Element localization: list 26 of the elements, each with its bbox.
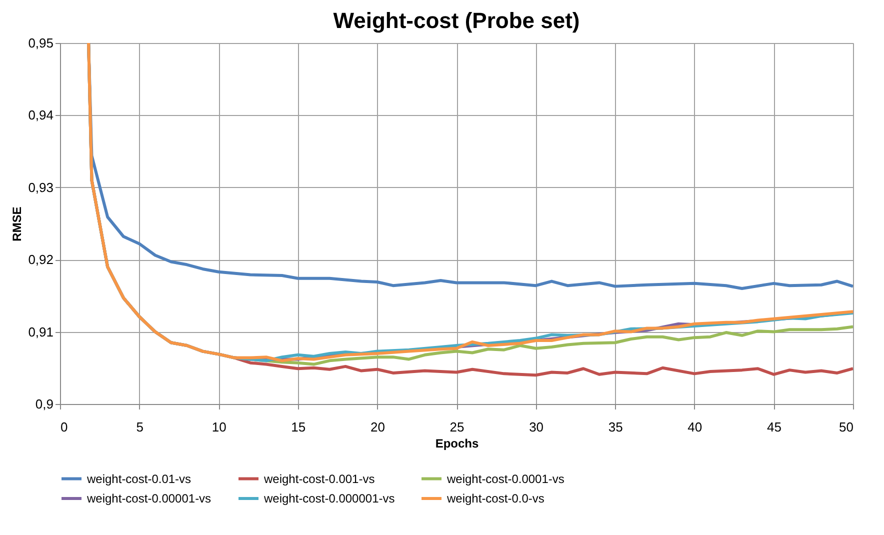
y-tick-label: 0,92 (28, 252, 54, 268)
x-tick-label: 15 (291, 420, 306, 434)
x-tick-label: 10 (212, 420, 226, 434)
x-tick-label: 40 (688, 420, 702, 434)
legend-label: weight-cost-0.000001-vs (263, 492, 395, 506)
chart-title: Weight-cost (Probe set) (333, 8, 580, 33)
y-tick-label: 0,91 (28, 324, 54, 340)
y-tick-label: 0,9 (35, 396, 54, 412)
x-tick-label: 35 (608, 420, 623, 434)
x-axis-title: Epochs (435, 436, 479, 450)
legend-label: weight-cost-0.0-vs (446, 492, 544, 506)
x-tick-label: 0 (60, 420, 68, 434)
x-tick-label: 5 (136, 420, 144, 434)
legend-label: weight-cost-0.001-vs (263, 472, 375, 486)
y-tick-label: 0,94 (28, 108, 54, 123)
x-tick-label: 45 (766, 420, 782, 434)
legend-label: weight-cost-0.01-vs (86, 472, 192, 486)
legend-label: weight-cost-0.0001-vs (446, 472, 564, 486)
x-tick-label: 30 (529, 420, 544, 434)
y-axis-title: RMSE (10, 206, 24, 242)
x-tick-label: 25 (450, 420, 464, 434)
x-tick-label: 20 (370, 420, 385, 434)
y-tick-label: 0,95 (28, 36, 54, 50)
y-tick-label: 0,93 (28, 180, 54, 195)
x-tick-label: 50 (839, 420, 854, 434)
legend-label: weight-cost-0.00001-vs (86, 492, 212, 506)
